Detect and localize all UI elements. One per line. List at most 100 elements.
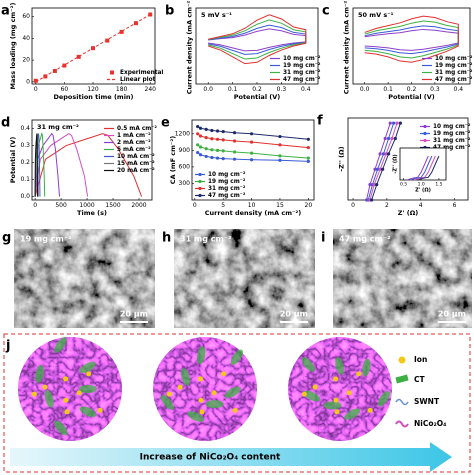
x-axis-label: Z' (Ω) [415,187,431,193]
ion [199,409,205,415]
x-tick-label: 0.0 [360,86,370,93]
ion [356,371,362,377]
ct-sheet [224,386,241,398]
x-tick-label: 0.3 [430,86,440,93]
ct-sheet [54,420,68,436]
data-point [372,183,376,187]
legend-label: 10 mg cm⁻² [208,171,246,178]
y-axis-label: Mass loading (mg cm⁻²) [9,3,17,90]
ion [198,376,204,382]
legend-marker [423,138,427,143]
series-line [367,122,395,201]
sem-image [14,229,155,328]
scale-bar-label: 20 μm [438,310,466,319]
plot-frame [347,117,469,201]
data-point [249,140,254,144]
x-tick-label: 1.5 [435,182,442,188]
legend-label: 20 mA cm⁻² [117,167,155,174]
data-point [198,126,203,130]
annotation: 5 mV s⁻¹ [201,11,232,19]
ion [312,384,318,390]
x-tick-label: 240 [145,86,157,93]
x-tick-label: 0.4 [454,86,464,93]
ct-sheet [344,408,361,420]
legend-icon [395,420,409,428]
legend-label: 47 mg cm⁻² [283,76,321,83]
sem-caption: 31 mg cm⁻² [180,235,232,244]
x-tick-label: 0.2 [407,86,417,93]
data-point [196,132,200,136]
panel-label: h [162,231,171,246]
panel-label: e [161,116,170,131]
y-tick-label: 40 [22,35,30,42]
data-point [232,139,237,143]
legend-label: 19 mg cm⁻² [283,62,321,69]
legend-icon [398,356,406,364]
series-line [197,152,309,162]
panel-label: i [321,231,325,246]
panel-label: g [2,231,11,246]
annotation: 50 mV s⁻¹ [358,11,394,19]
x-tick-label: 15 [276,202,284,209]
y-tick-label: 0.1 [20,176,30,183]
schematic-particles [31,337,391,436]
legend-icon [395,374,409,384]
data-point [210,155,214,160]
data-point [232,150,237,154]
data-point [398,121,402,125]
y-tick-label: 600 [179,163,191,170]
ct-sheet [377,390,391,407]
series-line [406,155,429,181]
x-tick-label: 0 [351,202,355,209]
data-point [210,148,214,152]
data-point [375,183,379,187]
sem-panels: g h i 19 mg cm⁻² 31 mg cm⁻² 47 mg cm⁻² 2… [2,229,472,328]
data-point [306,159,310,163]
x-tick-label: 2000 [131,202,146,209]
y-axis-label: Current density (mA cm⁻²) [185,0,193,94]
data-point [378,152,382,156]
ct-sheet [44,390,54,408]
x-tick-label: 0.1 [383,86,393,93]
x-tick-label: 0.4 [301,86,311,93]
ion [63,397,69,403]
data-point [198,145,203,149]
legend-label: Ion [414,355,427,364]
legend-label: 10 mg cm⁻² [283,55,321,62]
y-tick-label: 60 [22,13,30,20]
schematic: j Ion CT SWNT NiCo₂O₄ Increase of NiCo₂O… [3,333,471,473]
y-axis-label: Potential (V) [9,137,17,184]
series-line [366,122,391,201]
series-line [413,155,436,181]
series-line [417,155,440,181]
ion [177,384,183,390]
legend-label: NiCo₂O₄ [414,419,446,428]
data-point [388,121,392,125]
legend-marker [423,131,427,136]
data-point [278,134,282,139]
legend-label: CT [414,375,426,384]
schematic-frame [3,333,471,473]
data-point [393,136,397,141]
legend-marker [198,172,202,177]
legend-marker [198,193,202,198]
series-line [371,122,401,201]
ion [211,390,217,396]
data-point [249,151,254,155]
ion [31,391,37,397]
ct-sheet [196,346,206,365]
ion [97,407,103,413]
panel-label: f [317,114,323,129]
sem-image [174,229,315,328]
x-tick-label: 0.3 [277,86,287,93]
ion [333,397,339,403]
series-line [208,14,307,65]
data-point [196,143,200,147]
plot-frame [31,7,156,85]
legend-label: 1 mA cm⁻² [117,132,151,139]
ct-sheet [79,361,96,374]
x-tick-label: 0.1 [228,86,238,93]
data-point [383,136,387,141]
